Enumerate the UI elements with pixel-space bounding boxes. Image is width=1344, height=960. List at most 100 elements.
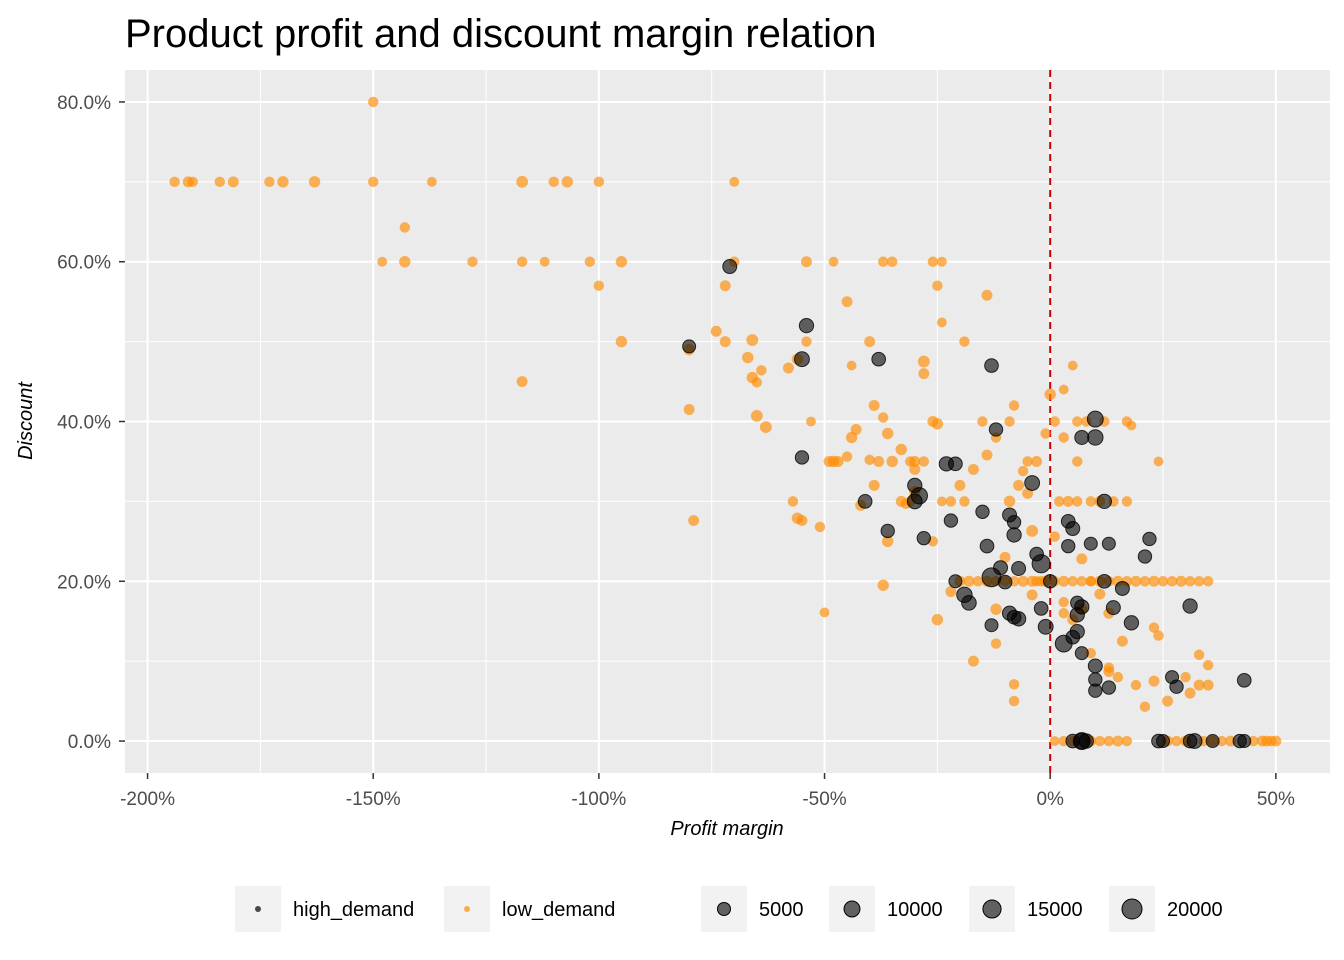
low_demand-point bbox=[909, 463, 921, 475]
high_demand-point bbox=[1070, 595, 1085, 611]
low_demand-point bbox=[516, 175, 529, 188]
low_demand-point bbox=[1175, 575, 1187, 587]
low_demand-point bbox=[377, 256, 388, 267]
y-tick-label: 40.0% bbox=[57, 413, 111, 434]
low_demand-point bbox=[1139, 576, 1151, 587]
low_demand-point bbox=[1148, 675, 1160, 687]
high_demand-point bbox=[979, 538, 995, 554]
low_demand-point bbox=[399, 222, 411, 233]
high_demand-point bbox=[1011, 561, 1027, 576]
low_demand-point bbox=[967, 655, 979, 667]
low_demand-point bbox=[981, 449, 993, 461]
high_demand-point bbox=[1074, 646, 1089, 661]
low_demand-point bbox=[1072, 456, 1083, 467]
low_demand-point bbox=[886, 455, 898, 468]
high_demand-point bbox=[682, 339, 697, 354]
high_demand-point bbox=[1096, 493, 1112, 510]
low_demand-point bbox=[1044, 388, 1056, 401]
legend-swatch-high_demand bbox=[255, 906, 261, 912]
low_demand-point bbox=[169, 176, 180, 188]
low_demand-point bbox=[828, 256, 839, 267]
legend-size-label: 20000 bbox=[1167, 899, 1223, 921]
x-tick-label: -150% bbox=[346, 789, 401, 810]
low_demand-point bbox=[1130, 575, 1142, 587]
low_demand-point bbox=[1072, 416, 1083, 427]
high_demand-point bbox=[1083, 536, 1098, 551]
low_demand-point bbox=[1049, 416, 1060, 427]
low_demand-point bbox=[864, 336, 876, 348]
low_demand-point bbox=[1153, 456, 1164, 467]
low_demand-point bbox=[1112, 735, 1124, 747]
low_demand-point bbox=[917, 355, 930, 368]
low_demand-point bbox=[1062, 495, 1074, 507]
low_demand-point bbox=[1008, 400, 1020, 411]
high_demand-point bbox=[988, 422, 1004, 437]
legend-label-low_demand: low_demand bbox=[502, 899, 615, 921]
low_demand-point bbox=[756, 365, 767, 376]
low_demand-point bbox=[1026, 589, 1038, 601]
high_demand-point bbox=[1087, 658, 1103, 674]
high_demand-point bbox=[975, 504, 990, 519]
low_demand-point bbox=[710, 325, 722, 337]
low_demand-point bbox=[959, 336, 970, 347]
high_demand-point bbox=[1086, 410, 1104, 428]
low_demand-point bbox=[1022, 456, 1033, 467]
low_demand-point bbox=[1017, 465, 1029, 477]
high_demand-point bbox=[1156, 734, 1171, 749]
high_demand-point bbox=[943, 513, 959, 528]
low_demand-point bbox=[927, 256, 939, 267]
high_demand-point bbox=[948, 456, 963, 472]
low_demand-point bbox=[963, 575, 975, 587]
low_demand-point bbox=[1040, 428, 1051, 439]
low_demand-point bbox=[931, 613, 944, 626]
high-demand-points bbox=[682, 259, 1252, 750]
high_demand-point bbox=[1114, 580, 1130, 596]
low_demand-point bbox=[1193, 649, 1205, 660]
low_demand-point bbox=[1013, 479, 1025, 491]
x-tick-label: -200% bbox=[120, 789, 175, 810]
high_demand-point bbox=[1033, 601, 1049, 616]
low_demand-point bbox=[954, 479, 966, 491]
high_demand-point bbox=[1061, 538, 1076, 554]
x-tick-label: -100% bbox=[571, 789, 626, 810]
low_demand-point bbox=[1171, 735, 1182, 747]
low_demand-point bbox=[1058, 432, 1069, 443]
low_demand-point bbox=[1053, 496, 1065, 507]
low_demand-point bbox=[1130, 679, 1142, 691]
high_demand-point bbox=[1010, 611, 1027, 627]
low_demand-point bbox=[729, 176, 740, 187]
low_demand-point bbox=[742, 351, 754, 364]
low_demand-point bbox=[877, 579, 889, 591]
low_demand-point bbox=[1058, 608, 1069, 619]
high_demand-point bbox=[722, 259, 738, 275]
high_demand-point bbox=[1205, 734, 1220, 749]
low_demand-point bbox=[719, 336, 731, 348]
low_demand-point bbox=[1116, 635, 1128, 647]
low_demand-point bbox=[882, 427, 894, 440]
low_demand-point bbox=[683, 404, 695, 415]
chart-title: Product profit and discount margin relat… bbox=[125, 12, 877, 56]
legend-size-swatch bbox=[717, 902, 731, 916]
low_demand-point bbox=[1008, 695, 1020, 707]
high_demand-point bbox=[1006, 514, 1022, 530]
high_demand-point bbox=[961, 595, 977, 611]
gridlines bbox=[125, 70, 1330, 773]
low_demand-point bbox=[187, 176, 198, 188]
high_demand-point bbox=[1237, 734, 1252, 749]
low_demand-point bbox=[1184, 687, 1196, 699]
low_demand-point bbox=[368, 176, 379, 188]
low_demand-point bbox=[936, 317, 947, 328]
legend-size-label: 15000 bbox=[1027, 899, 1083, 921]
low_demand-point bbox=[1126, 420, 1137, 431]
high_demand-point bbox=[948, 574, 963, 589]
low_demand-point bbox=[882, 535, 894, 548]
x-tick-label: 50% bbox=[1257, 789, 1295, 810]
low_demand-point bbox=[1148, 622, 1160, 633]
high_demand-point bbox=[798, 317, 815, 334]
low_demand-point bbox=[868, 400, 880, 411]
x-tick-label: -50% bbox=[802, 789, 846, 810]
low_demand-point bbox=[801, 256, 812, 268]
low_demand-point bbox=[895, 443, 907, 456]
low_demand-point bbox=[1031, 455, 1043, 467]
